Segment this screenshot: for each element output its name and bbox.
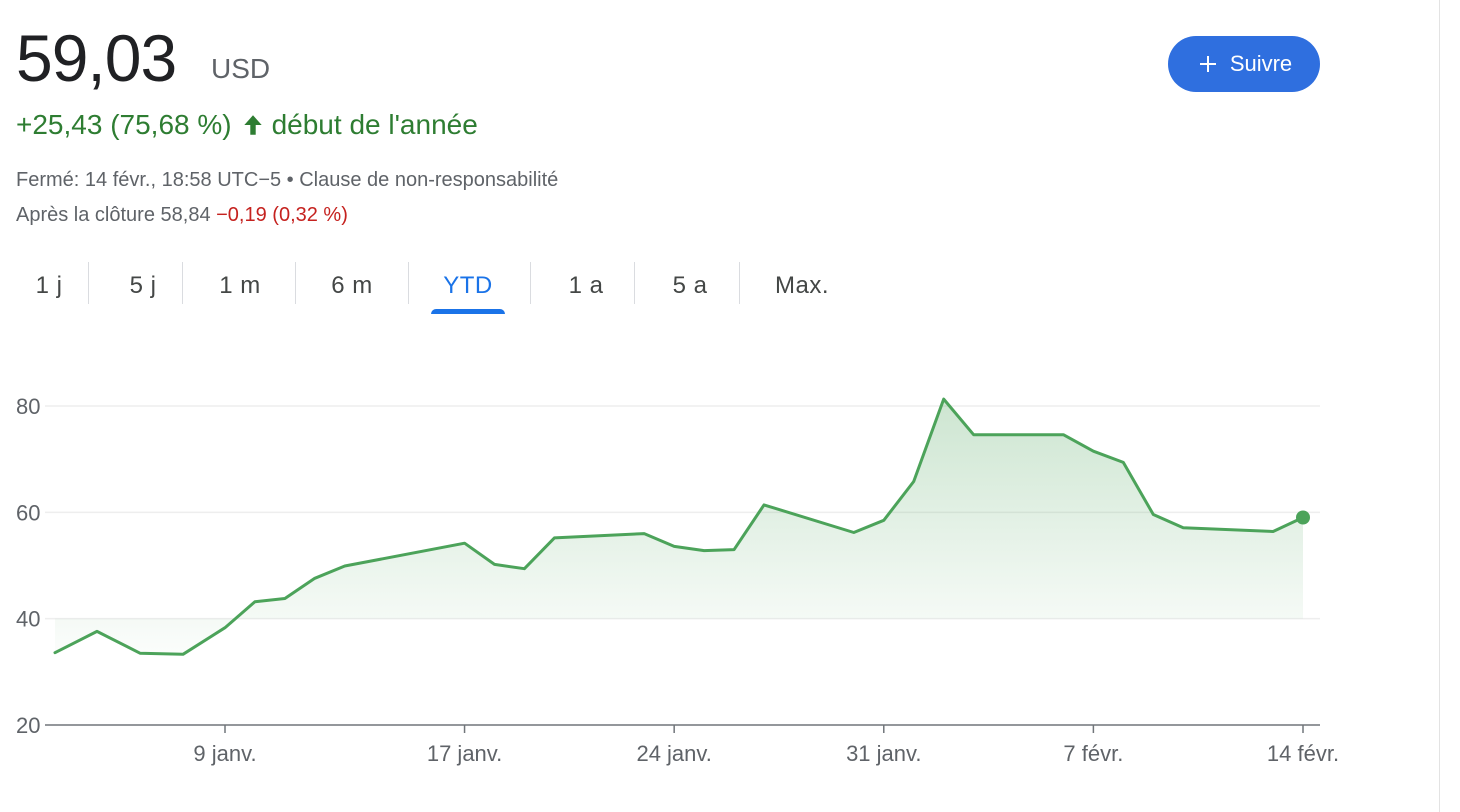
data-point[interactable]: [1267, 526, 1279, 538]
y-tick-label: 20: [16, 713, 40, 738]
tab-divider: [88, 262, 89, 304]
data-point[interactable]: [938, 393, 950, 405]
price-area-fill: [55, 399, 1303, 655]
data-point[interactable]: [1057, 429, 1069, 441]
data-point[interactable]: [1087, 445, 1099, 457]
tab-5-years[interactable]: 5 a: [672, 272, 708, 299]
data-point[interactable]: [279, 593, 291, 605]
data-point[interactable]: [758, 499, 770, 511]
follow-button-label: Suivre: [1229, 51, 1293, 76]
tab-divider: [182, 262, 183, 304]
after-hours-label: Après la clôture 58,84: [16, 204, 211, 226]
tab-6-months[interactable]: 6 m: [331, 272, 373, 299]
tab-ytd[interactable]: YTD: [431, 262, 505, 314]
tab-5-days[interactable]: 5 j: [129, 272, 157, 299]
market-status: Fermé: 14 févr., 18:58 UTC−5 • Clause de…: [16, 169, 559, 191]
data-point[interactable]: [698, 545, 710, 557]
tab-1-month[interactable]: 1 m: [219, 272, 261, 299]
price-chart[interactable]: 20 40 60 80 9 janv. 17 janv. 24 janv. 31 janv. 7…: [0, 370, 1380, 812]
follow-button[interactable]: Suivre: [1168, 36, 1320, 92]
plus-icon: [1199, 56, 1216, 72]
tab-max[interactable]: Max.: [774, 272, 829, 299]
data-point[interactable]: [728, 544, 740, 556]
x-tick-label: 31 janv.: [846, 741, 921, 766]
y-tick-label: 40: [16, 607, 40, 632]
data-point[interactable]: [878, 514, 890, 526]
after-hours-change: −0,19 (0,32 %): [216, 204, 348, 226]
tab-divider: [530, 262, 531, 304]
after-hours: Après la clôture 58,84 −0,19 (0,32 %): [16, 203, 348, 227]
last-price-marker: [1296, 510, 1310, 525]
data-point[interactable]: [249, 596, 261, 608]
time-range-tabs: 1 j 5 j 1 m 6 m YTD 1 a 5 a Max.: [0, 262, 900, 314]
data-point[interactable]: [91, 625, 103, 637]
price-change: +25,43 (75,68 %) début de l'année: [16, 108, 478, 142]
data-point[interactable]: [49, 647, 61, 659]
data-point[interactable]: [177, 648, 189, 660]
data-point[interactable]: [134, 647, 146, 659]
data-point[interactable]: [668, 540, 680, 552]
data-point[interactable]: [339, 560, 351, 572]
data-point[interactable]: [548, 532, 560, 544]
data-point[interactable]: [908, 476, 920, 488]
data-point[interactable]: [1117, 456, 1129, 468]
x-tick-label: 9 janv.: [193, 741, 256, 766]
panel-divider: [1439, 0, 1440, 812]
tab-1-day[interactable]: 1 j: [35, 272, 63, 299]
arrow-up-icon: [243, 115, 262, 135]
x-tick-label: 14 févr.: [1267, 741, 1339, 766]
data-point[interactable]: [638, 528, 650, 540]
data-point[interactable]: [1177, 522, 1189, 534]
tab-divider: [295, 262, 296, 304]
data-point[interactable]: [489, 558, 501, 570]
price-line: [53, 397, 1305, 656]
change-value: +25,43 (75,68 %): [16, 109, 232, 140]
data-point[interactable]: [968, 429, 980, 441]
data-point[interactable]: [518, 563, 530, 575]
data-point[interactable]: [309, 572, 321, 584]
stock-price: 59,03: [16, 21, 177, 95]
x-tick-label: 7 févr.: [1063, 741, 1123, 766]
y-tick-label: 80: [16, 394, 40, 419]
tab-divider: [634, 262, 635, 304]
tab-1-year[interactable]: 1 a: [568, 272, 604, 299]
currency-label: USD: [211, 53, 271, 84]
data-point[interactable]: [219, 622, 231, 634]
tab-divider: [739, 262, 740, 304]
data-point[interactable]: [1147, 509, 1159, 521]
data-point[interactable]: [848, 527, 860, 539]
tab-divider: [408, 262, 409, 304]
y-tick-label: 60: [16, 500, 40, 525]
data-point[interactable]: [459, 537, 471, 549]
x-tick-label: 24 janv.: [636, 741, 711, 766]
change-period: début de l'année: [271, 109, 478, 140]
x-tick-label: 17 janv.: [427, 741, 502, 766]
